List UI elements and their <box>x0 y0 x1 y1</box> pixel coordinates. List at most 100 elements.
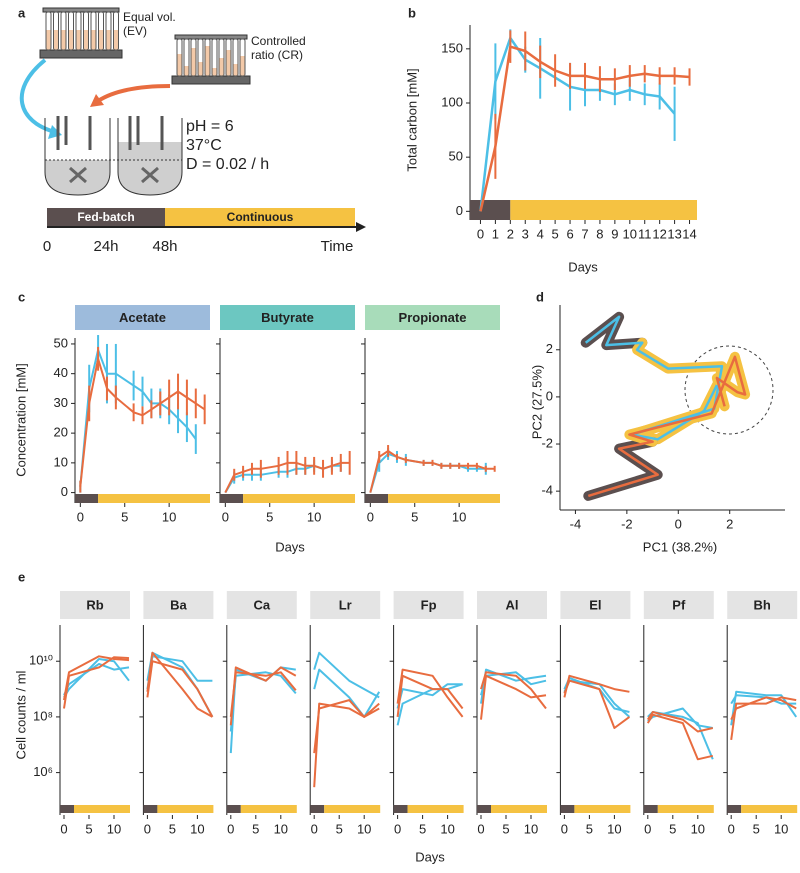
x-axis-label: PC1 (38.2%) <box>643 539 717 554</box>
phase-bar <box>741 805 798 813</box>
panel-title: Fp <box>421 597 437 612</box>
series-line <box>396 668 464 718</box>
tube <box>83 11 89 51</box>
x-tick-label: 10 <box>691 821 705 836</box>
x-tick-label: 6 <box>566 226 573 241</box>
condition: pH = 6 <box>186 118 234 135</box>
x-tick-label: 11 <box>638 226 652 241</box>
x-tick-label: 5 <box>121 509 128 524</box>
tube-liquid <box>98 30 104 50</box>
phase-bar <box>220 494 244 503</box>
panel-title: Ba <box>170 597 187 612</box>
phase-bar <box>98 494 210 503</box>
tube <box>204 38 211 77</box>
x-tick-label: 0 <box>644 821 651 836</box>
x-tick-label: 1 <box>492 226 499 241</box>
x-tick-label: 2 <box>507 226 514 241</box>
time-arrow <box>356 222 366 232</box>
phase-bar <box>240 805 297 813</box>
x-tick-label: 5 <box>169 821 176 836</box>
tube <box>53 11 59 51</box>
tube <box>105 11 112 51</box>
series-line <box>313 699 380 754</box>
panel-label: a <box>18 5 26 20</box>
panel-title: Bh <box>754 597 771 612</box>
x-tick-label: 10 <box>607 821 621 836</box>
rack-base <box>171 75 251 85</box>
phase-bar <box>477 805 491 813</box>
series-line <box>563 679 630 729</box>
tube <box>197 38 204 77</box>
y-tick-label: 100 <box>441 94 463 109</box>
phase-bar <box>560 805 575 813</box>
x-tick-label: 10 <box>190 821 204 836</box>
tube-liquid <box>113 30 119 50</box>
tube-liquid <box>233 64 238 76</box>
panel-header <box>143 591 214 619</box>
x-tick-label: -2 <box>621 516 633 531</box>
panel-header <box>727 591 798 619</box>
x-tick-label: 0 <box>477 821 484 836</box>
probe <box>56 116 164 150</box>
x-tick-label: 10 <box>774 821 788 836</box>
tube <box>225 38 232 77</box>
phase-bar <box>510 200 697 220</box>
x-tick-label: 4 <box>537 226 544 241</box>
y-tick-label: 150 <box>441 40 463 55</box>
panel-title: Propionate <box>399 310 467 325</box>
x-tick-label: 2 <box>726 516 733 531</box>
phase-bar <box>75 494 99 503</box>
y-axis-label: PC2 (27.5%) <box>529 365 544 439</box>
series-line <box>730 696 797 721</box>
phase-bar <box>393 805 408 813</box>
series-line <box>146 660 214 718</box>
x-tick-label: 0 <box>222 509 229 524</box>
x-tick-label: 5 <box>252 821 259 836</box>
x-tick-label: 5 <box>411 509 418 524</box>
tube-liquid <box>83 30 89 50</box>
phase-bar <box>310 805 325 813</box>
tube-liquid <box>177 54 182 76</box>
panel-title: Acetate <box>119 310 166 325</box>
x-tick-label: 9 <box>611 226 618 241</box>
series-line <box>584 315 724 441</box>
panel-header <box>560 591 631 619</box>
tube <box>98 11 104 51</box>
panel-header <box>226 591 297 619</box>
y-tick-label: -4 <box>541 483 553 498</box>
tube <box>60 11 67 51</box>
x-tick-label: 3 <box>522 226 529 241</box>
y-tick-label: 50 <box>54 335 68 350</box>
series-line <box>369 450 495 493</box>
tube <box>45 11 52 51</box>
panel-header <box>643 591 714 619</box>
cr-label: Controlled ratio (CR) <box>251 34 306 62</box>
x-tick-label: 7 <box>581 226 588 241</box>
panel-title: El <box>589 597 601 612</box>
tube <box>75 11 82 51</box>
x-tick-label: 5 <box>266 509 273 524</box>
series-line <box>224 461 350 494</box>
y-tick-label: 30 <box>54 395 68 410</box>
x-tick-label: 5 <box>669 821 676 836</box>
x-tick-label: 10 <box>307 509 321 524</box>
x-tick-label: 12 <box>652 226 666 241</box>
phase-bar <box>324 805 381 813</box>
y-axis-label: Cell counts / ml <box>13 670 28 759</box>
phase-bar <box>388 494 500 503</box>
phase-label: Continuous <box>226 210 294 224</box>
x-axis-label: Days <box>275 539 305 554</box>
panel-header <box>393 591 464 619</box>
tube <box>190 38 197 77</box>
tube-liquid <box>53 30 59 50</box>
y-tick-label: 0 <box>61 484 68 499</box>
tube-liquid <box>205 46 210 76</box>
panel-header <box>75 305 210 330</box>
condition: 37°C <box>186 137 222 154</box>
tube-liquid <box>68 30 74 50</box>
tube-liquid <box>106 30 111 50</box>
tube <box>68 11 74 51</box>
x-tick-label: 10 <box>162 509 176 524</box>
x-tick-label: 10 <box>623 226 637 241</box>
